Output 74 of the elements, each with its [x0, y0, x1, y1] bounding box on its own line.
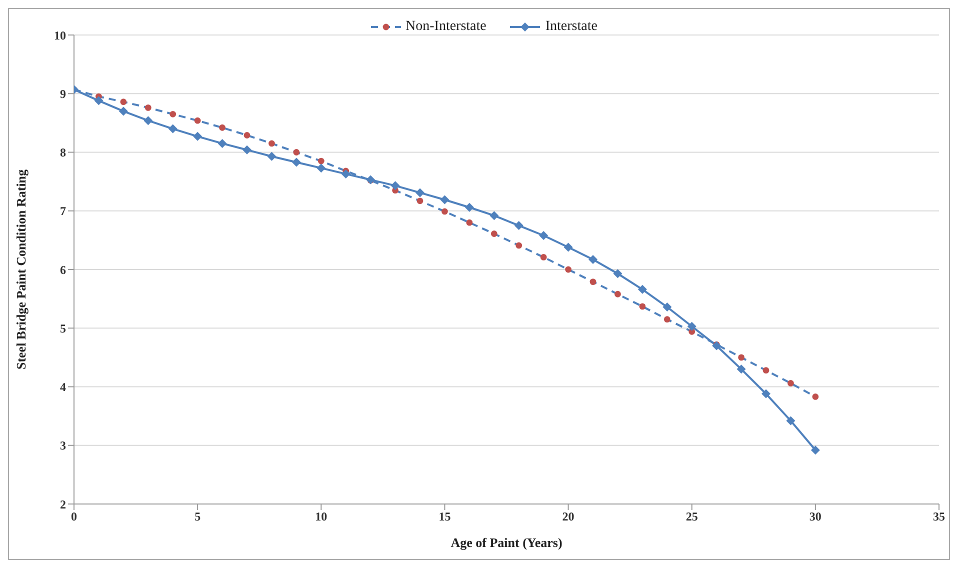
point — [514, 221, 524, 230]
point — [762, 389, 770, 398]
point — [762, 367, 770, 374]
point — [564, 242, 573, 252]
point — [267, 152, 276, 161]
point — [614, 290, 621, 298]
point — [812, 394, 819, 400]
point — [786, 416, 796, 426]
y-tick-label: 5 — [60, 321, 66, 336]
point — [540, 254, 547, 260]
point — [193, 132, 202, 141]
point — [292, 158, 301, 167]
point — [588, 255, 598, 264]
y-tick-label: 10 — [54, 28, 66, 42]
y-tick-label: 2 — [60, 497, 66, 512]
point — [244, 132, 250, 138]
point — [664, 316, 670, 323]
point — [440, 195, 450, 204]
point — [194, 117, 201, 124]
point — [712, 341, 722, 350]
x-tick-label: 15 — [438, 510, 451, 524]
x-tick-label: 30 — [809, 510, 822, 524]
point — [638, 284, 647, 294]
point — [144, 104, 152, 111]
point — [144, 116, 153, 126]
point — [738, 354, 744, 361]
point — [416, 188, 424, 198]
y-tick-label: 7 — [60, 204, 66, 218]
point — [639, 303, 646, 310]
legend-label: Interstate — [545, 19, 598, 35]
y-tick-label: 3 — [60, 438, 66, 453]
point — [318, 158, 324, 164]
legend-label: Non-Interstate — [406, 19, 486, 35]
x-tick-label: 10 — [315, 510, 328, 524]
y-axis-title: Steel Bridge Paint Condition Rating — [14, 168, 29, 370]
point — [810, 446, 820, 455]
point — [242, 145, 252, 154]
point — [565, 266, 572, 273]
x-tick-label: 25 — [686, 510, 698, 524]
point — [516, 242, 522, 249]
y-tick-label: 4 — [60, 380, 66, 394]
point — [218, 138, 227, 148]
y-tick-label: 9 — [60, 86, 66, 101]
x-tick-label: 5 — [194, 510, 201, 524]
point — [219, 124, 226, 131]
point — [662, 302, 672, 312]
point — [118, 106, 128, 116]
y-tick-label: 6 — [60, 262, 66, 277]
y-tick-label: 8 — [60, 146, 66, 160]
point — [416, 198, 424, 204]
point — [168, 124, 178, 134]
x-axis-title: Age of Paint (Years) — [450, 535, 562, 550]
point — [539, 230, 548, 240]
point — [613, 269, 622, 278]
point — [442, 208, 448, 215]
point — [268, 140, 275, 147]
point — [120, 98, 127, 106]
point — [170, 110, 176, 118]
point — [464, 202, 474, 212]
point — [590, 278, 596, 286]
point — [293, 149, 300, 156]
point — [490, 211, 499, 220]
point — [390, 181, 400, 190]
point — [316, 164, 326, 173]
point — [788, 380, 794, 386]
x-tick-label: 20 — [562, 510, 574, 524]
point — [94, 96, 104, 106]
x-tick-label: 35 — [933, 510, 945, 524]
point — [341, 169, 350, 178]
point — [490, 230, 498, 237]
x-tick-label: 0 — [71, 510, 77, 524]
point — [687, 322, 696, 331]
point — [736, 364, 746, 374]
point — [466, 219, 473, 226]
